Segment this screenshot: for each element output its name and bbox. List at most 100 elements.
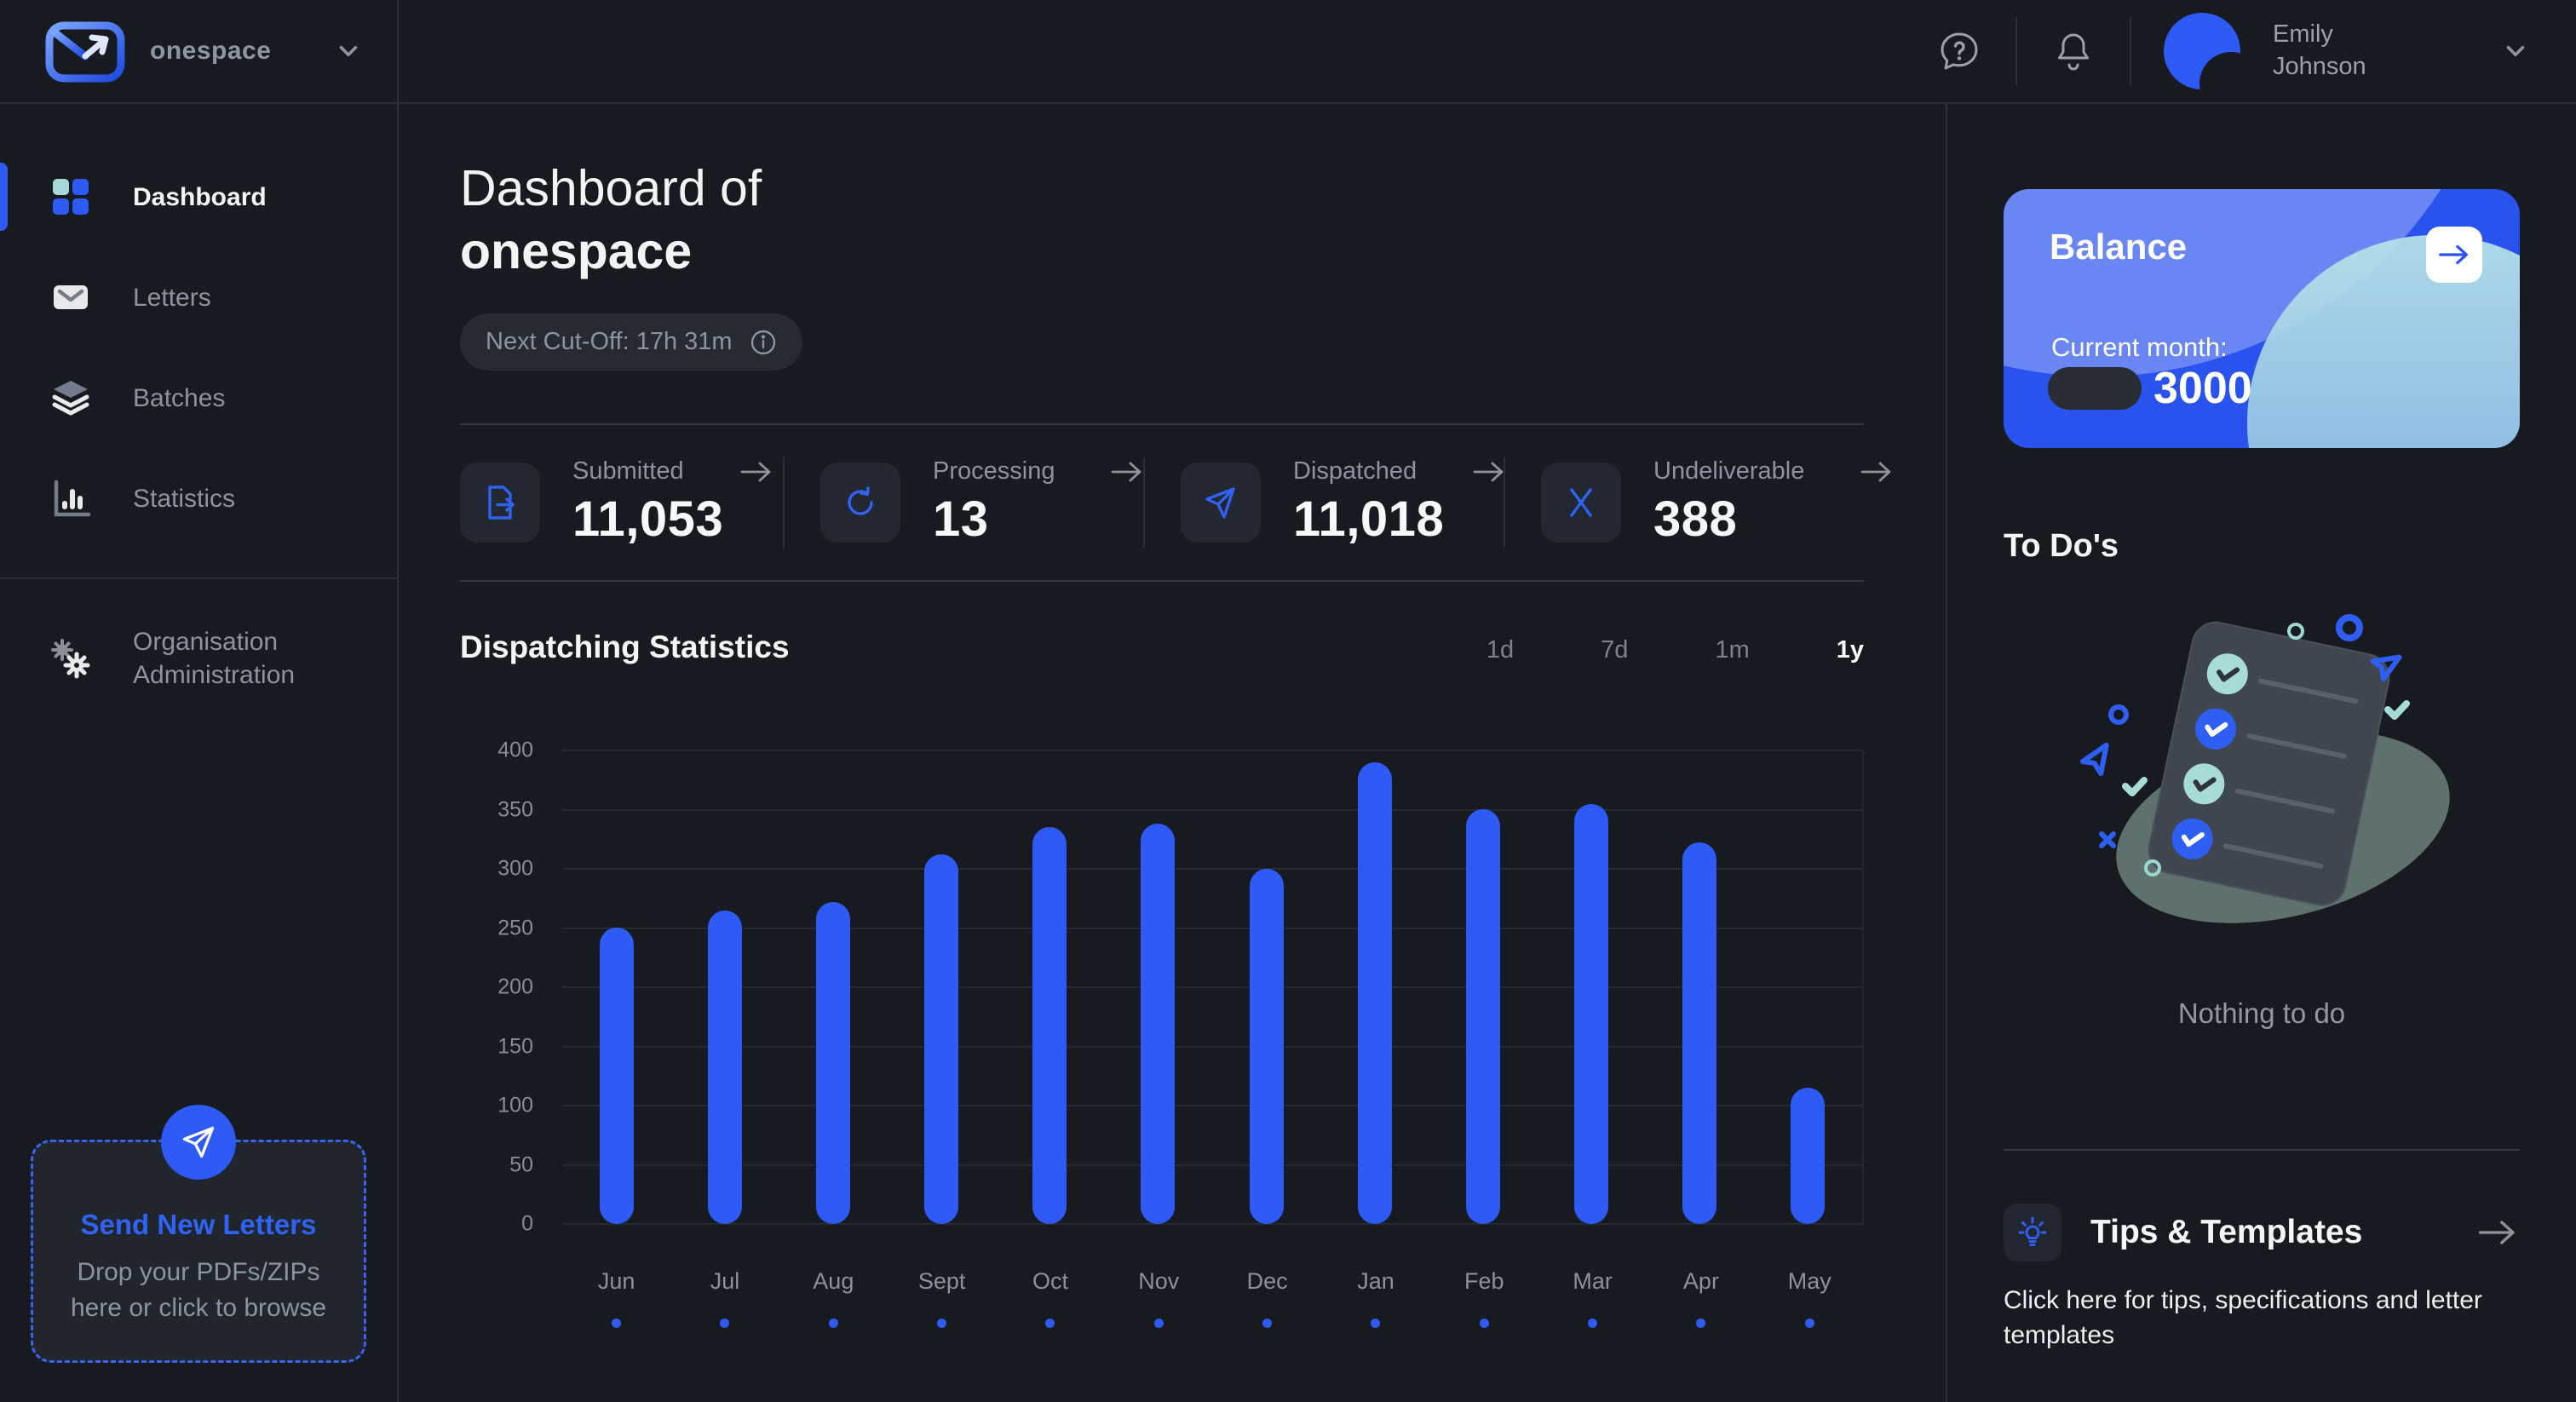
- arrow-right-icon[interactable]: [2475, 1217, 2520, 1248]
- user-menu-chevron-down-icon[interactable]: [2501, 37, 2530, 66]
- bar-column: [670, 750, 779, 1224]
- bar-chart-icon: [54, 480, 91, 517]
- lightbulb-icon: [2018, 1216, 2047, 1246]
- tips-description: Click here for tips, specifications and …: [2004, 1286, 2482, 1349]
- stat-body: Submitted 11,053: [572, 457, 774, 548]
- paper-plane-icon: [1205, 487, 1235, 519]
- info-icon[interactable]: [750, 329, 777, 356]
- sidebar-item-label: Statistics: [133, 484, 236, 513]
- sidebar: onespace Dashboard Letters: [0, 0, 399, 1402]
- layers-icon: [52, 381, 89, 416]
- gridline: [562, 986, 1862, 988]
- x-axis-label: Apr: [1682, 1268, 1719, 1294]
- gridline: [562, 1045, 1862, 1048]
- balance-amount: 3000: [2153, 364, 2252, 413]
- x-icon: [1570, 488, 1592, 517]
- arrow-right-icon[interactable]: [1471, 459, 1507, 485]
- sidebar-item-dashboard[interactable]: Dashboard: [0, 147, 397, 247]
- arrow-right-icon[interactable]: [1109, 459, 1145, 485]
- range-1m[interactable]: 1m: [1715, 636, 1750, 664]
- stat-icon-box: [1181, 463, 1261, 543]
- todos-title: To Do's: [2004, 528, 2119, 564]
- sidebar-item-statistics[interactable]: Statistics: [0, 448, 397, 549]
- y-axis-tick: 200: [497, 974, 533, 999]
- stat-icon-box: [820, 463, 900, 543]
- bar-feb: [1465, 809, 1500, 1224]
- x-axis-column: May: [1756, 1268, 1864, 1328]
- org-switcher-chevron-down-icon[interactable]: [334, 37, 363, 66]
- logo-row: onespace: [0, 0, 397, 104]
- range-1d[interactable]: 1d: [1486, 636, 1515, 664]
- divider: [2004, 1149, 2520, 1151]
- stat-divider: [783, 457, 785, 548]
- balance-arrow-button[interactable]: [2426, 227, 2482, 283]
- topbar-divider: [2130, 17, 2131, 85]
- hidden-amount-pill: [2048, 367, 2142, 410]
- app-name: onespace: [150, 37, 272, 65]
- y-axis-tick: 300: [497, 856, 533, 881]
- bar-jul: [707, 911, 742, 1224]
- gridline: [562, 808, 1862, 811]
- send-new-letters-dropzone[interactable]: Send New Letters Drop your PDFs/ZIPs her…: [31, 1105, 366, 1363]
- bar-column: [1429, 750, 1537, 1224]
- todo-checklist-illustration: [2080, 614, 2450, 923]
- bar-column: [1212, 750, 1320, 1224]
- bar-nov: [1141, 824, 1176, 1224]
- x-axis-label: Oct: [1032, 1268, 1068, 1294]
- arrow-right-icon: [2439, 244, 2468, 265]
- tips-templates-link[interactable]: Tips & Templates: [2004, 1204, 2520, 1261]
- gridline: [562, 927, 1862, 929]
- paper-plane-icon: [182, 1126, 215, 1158]
- sidebar-item-letters[interactable]: Letters: [0, 247, 397, 348]
- category-marker-dot: [1371, 1319, 1381, 1328]
- stat-label: Submitted: [572, 457, 684, 485]
- sidebar-nav: Dashboard Letters Batches: [0, 104, 397, 709]
- stat-value: 11,018: [1293, 491, 1445, 547]
- x-axis-column: Oct: [996, 1268, 1104, 1328]
- sidebar-item-batches[interactable]: Batches: [0, 348, 397, 448]
- bar-oct: [1032, 827, 1067, 1224]
- category-marker-dot: [1804, 1319, 1814, 1328]
- x-axis-column: Nov: [1105, 1268, 1213, 1328]
- x-axis-column: Apr: [1647, 1268, 1755, 1328]
- notifications-bell-icon[interactable]: [2050, 27, 2097, 75]
- stat-undeliverable: Undeliverable 388: [1505, 457, 1891, 548]
- stat-value: 13: [933, 491, 989, 547]
- sidebar-item-label: Dashboard: [133, 182, 267, 211]
- stat-label: Undeliverable: [1653, 457, 1805, 485]
- x-axis-label: Sept: [917, 1268, 966, 1294]
- avatar[interactable]: [2164, 13, 2240, 89]
- y-axis-tick: 350: [497, 797, 533, 821]
- y-axis-tick: 150: [497, 1034, 533, 1058]
- category-marker-dot: [1045, 1319, 1055, 1328]
- bar-column: [1320, 750, 1429, 1224]
- arrow-right-icon[interactable]: [1859, 459, 1895, 485]
- topbar: Emily Johnson: [399, 0, 2576, 104]
- stat-processing: Processing 13: [785, 457, 1143, 548]
- bar-column: [1104, 750, 1212, 1224]
- bar-column: [562, 750, 670, 1224]
- range-1y[interactable]: 1y: [1836, 636, 1864, 664]
- gridline: [562, 750, 1862, 751]
- stat-icon-box: [460, 463, 540, 543]
- category-marker-dot: [937, 1319, 947, 1328]
- sidebar-item-label: Batches: [133, 383, 226, 412]
- x-axis-label: Jan: [1357, 1268, 1394, 1294]
- right-panel: Balance Current month: 3000 To Do's: [1946, 104, 2576, 1402]
- sidebar-item-organisation-administration[interactable]: Organisation Administration: [0, 608, 397, 709]
- divider: [460, 580, 1864, 582]
- user-name: Emily Johnson: [2273, 20, 2366, 80]
- x-axis-column: Feb: [1430, 1268, 1538, 1328]
- paper-plane-badge: [161, 1105, 236, 1180]
- help-icon[interactable]: [1935, 27, 1983, 75]
- stat-value: 388: [1653, 491, 1738, 547]
- chart-bars: [562, 750, 1862, 1224]
- category-marker-dot: [1588, 1319, 1598, 1328]
- chart-x-axis: Jun Jul Aug Sept Oct Nov Dec Jan Feb Mar Apr May: [562, 1268, 1864, 1328]
- chart-title: Dispatching Statistics: [460, 629, 790, 664]
- tips-title: Tips & Templates: [2090, 1214, 2363, 1250]
- gears-icon: [51, 639, 90, 679]
- x-axis-column: Jun: [562, 1268, 670, 1328]
- range-7d[interactable]: 7d: [1601, 636, 1629, 664]
- arrow-right-icon[interactable]: [739, 459, 774, 485]
